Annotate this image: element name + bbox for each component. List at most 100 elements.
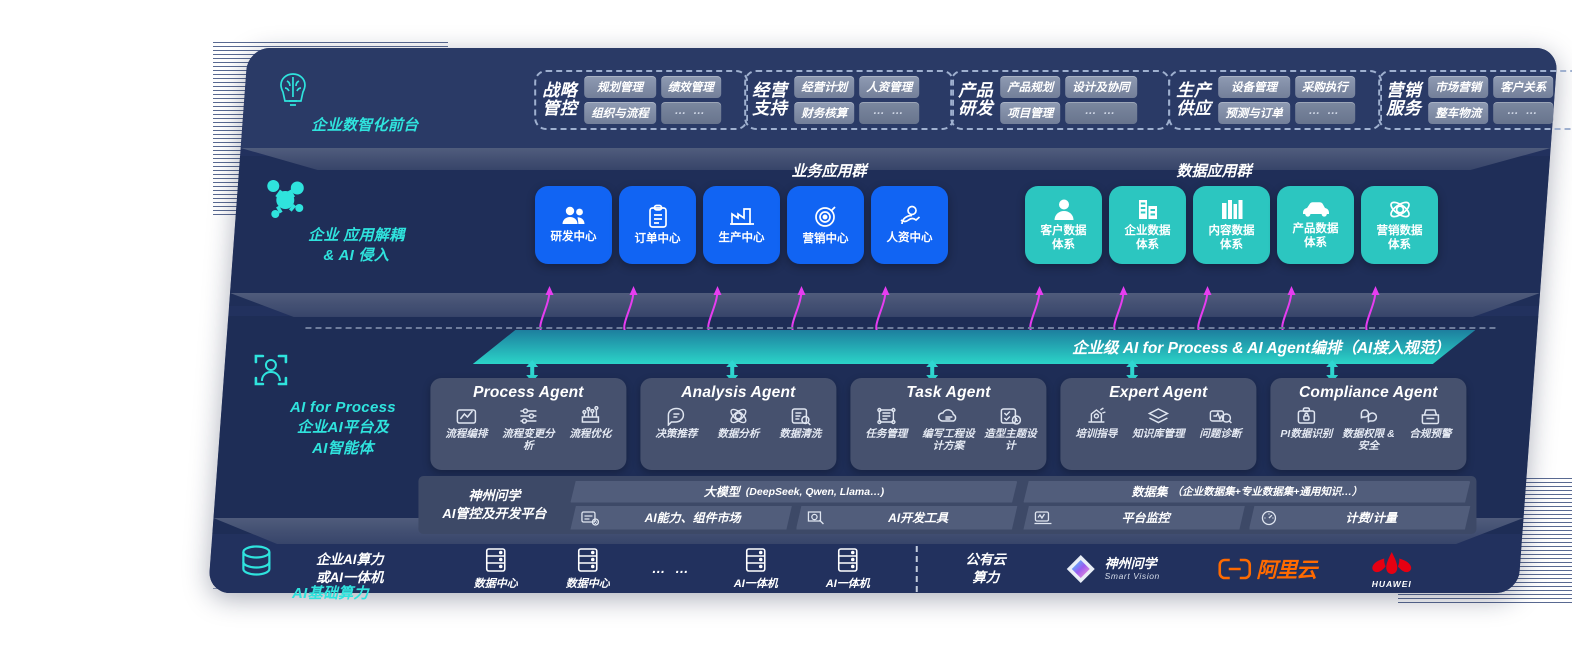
- group-strategy[interactable]: 战略 管控 规划管理 绩效管理 组织与流程 … …: [534, 70, 749, 130]
- chip[interactable]: 市场营销: [1428, 76, 1489, 98]
- checklist-icon: [999, 406, 1022, 426]
- chip-more[interactable]: … …: [859, 102, 920, 124]
- card-enterprise-data[interactable]: 企业数据 体系: [1109, 186, 1187, 264]
- card-rnd-center[interactable]: 研发中心: [535, 186, 613, 264]
- group-marketing-service[interactable]: 营销 服务 市场营销 客户关系 整车物流 … …: [1378, 70, 1572, 130]
- optimize-icon: [579, 406, 601, 426]
- rail-label-app-decoupling-1: 企业 应用解耦: [308, 227, 405, 244]
- agent-item[interactable]: 数据权限 & 安全: [1338, 406, 1399, 452]
- chip[interactable]: 设计及协同: [1065, 76, 1137, 98]
- agent-item[interactable]: 问题诊断: [1190, 406, 1251, 440]
- agent-item[interactable]: 流程变更分析: [498, 406, 559, 452]
- infra-node-datacenter-2[interactable]: 数据中心: [542, 547, 634, 591]
- chip[interactable]: 项目管理: [1000, 102, 1061, 124]
- chip[interactable]: 绩效管理: [660, 76, 721, 98]
- chip[interactable]: 经营计划: [794, 76, 855, 98]
- platform-llm-row[interactable]: 大模型 (DeepSeek, Qwen, Llama…): [570, 481, 1017, 503]
- chip[interactable]: 产品规划: [1000, 76, 1061, 98]
- infra-node-label: AI一体机: [825, 578, 870, 590]
- chip-more[interactable]: … …: [1294, 102, 1355, 124]
- platform-ai-market[interactable]: AI能力、组件市场: [570, 506, 792, 530]
- chip[interactable]: 采购执行: [1294, 76, 1355, 98]
- infra-node-aibox-1[interactable]: AI一体机: [710, 547, 802, 591]
- card-content-data[interactable]: 内容数据 体系: [1193, 186, 1271, 264]
- infra-public-cloud-l1: 公有云: [965, 552, 1007, 568]
- card-customer-data[interactable]: 客户数据 体系: [1025, 186, 1103, 264]
- platform-llm-sub: (DeepSeek, Qwen, Llama…): [745, 485, 885, 498]
- agent-expert[interactable]: Expert Agent 培训指导 知识库管理 问题诊断: [1060, 378, 1257, 470]
- agent-title: Analysis Agent: [681, 384, 796, 401]
- monitor-icon: [1033, 510, 1052, 526]
- chip[interactable]: 规划管理: [584, 76, 656, 98]
- platform-billing[interactable]: 计费/计量: [1249, 506, 1471, 530]
- agent-item[interactable]: 流程编排: [436, 406, 497, 440]
- infra-node-datacenter-1[interactable]: 数据中心: [450, 547, 542, 591]
- agent-item-label: 流程变更分析: [502, 428, 555, 453]
- platform-ai-devtools[interactable]: AI开发工具: [796, 506, 1018, 530]
- agent-item[interactable]: 合规预警: [1400, 406, 1461, 440]
- group-operations[interactable]: 经营 支持 经营计划 人资管理 财务核算 … …: [744, 70, 955, 130]
- vendor-alibaba-cloud[interactable]: 阿里云: [1192, 554, 1342, 584]
- card-marketing-center[interactable]: 营销中心: [787, 186, 865, 264]
- chip[interactable]: 财务核算: [794, 102, 855, 124]
- chip[interactable]: 设备管理: [1218, 76, 1290, 98]
- agent-item[interactable]: 任务管理: [856, 406, 917, 440]
- agent-item[interactable]: 编写工程设计方案: [918, 406, 979, 452]
- group-product-rnd[interactable]: 产品 研发 产品规划 设计及协同 项目管理 … …: [950, 70, 1171, 130]
- chip[interactable]: 人资管理: [859, 76, 920, 98]
- vendor-smartvision[interactable]: 神州问学 Smart Vision: [1032, 552, 1192, 586]
- card-label-l1: 营销数据: [1376, 224, 1423, 237]
- agent-analysis[interactable]: Analysis Agent 决策推荐 数据分析 数据清洗: [640, 378, 837, 470]
- rail-label-app-decoupling-2: & AI 侵入: [323, 247, 390, 265]
- card-marketing-data[interactable]: 营销数据 体系: [1361, 186, 1439, 264]
- chip[interactable]: 客户关系: [1493, 76, 1554, 98]
- ai-orchestration-band: 企业级 AI for Process & AI Agent编排（AI接入规范）: [473, 330, 1475, 364]
- chip[interactable]: 整车物流: [1428, 102, 1489, 124]
- card-hr-center[interactable]: 人资中心: [871, 186, 949, 264]
- chip[interactable]: 组织与流程: [584, 102, 656, 124]
- group-production-supply[interactable]: 生产 供应 设备管理 采购执行 预测与订单 … …: [1168, 70, 1383, 130]
- chip-more[interactable]: … …: [1493, 102, 1554, 124]
- platform-dataset-row[interactable]: 数据集 （企业数据集+专业数据集+通用知识…）: [1023, 481, 1470, 503]
- chip[interactable]: 预测与订单: [1218, 102, 1290, 124]
- smartvision-logo: [1064, 552, 1098, 586]
- agent-compliance[interactable]: Compliance Agent PI数据识别 数据权限 & 安全 合规预警: [1270, 378, 1467, 470]
- infra-node-label: 数据中心: [473, 578, 518, 590]
- server-icon: [575, 547, 601, 573]
- flow-chart-icon: [455, 406, 477, 426]
- alibaba-cloud-logo: [1217, 557, 1251, 581]
- platform-ai-devtools-label: AI开发工具: [888, 511, 949, 525]
- card-label: 内容数据 体系: [1209, 225, 1255, 252]
- card-product-data[interactable]: 产品数据 体系: [1277, 186, 1355, 264]
- platform-monitoring[interactable]: 平台监控: [1023, 506, 1245, 530]
- agent-item[interactable]: 决策推荐: [646, 406, 707, 440]
- content-icon: [1220, 198, 1244, 221]
- group-operations-name: 经营 支持: [752, 81, 787, 118]
- agent-task[interactable]: Task Agent 任务管理 编写工程设计方案 造型主题设计: [850, 378, 1047, 470]
- agent-item[interactable]: 数据清洗: [770, 406, 831, 440]
- ai-orchestration-label: 企业级 AI for Process & AI Agent编排（AI接入规范）: [1072, 340, 1451, 357]
- infra-enterprise-l1: 企业AI算力: [316, 552, 384, 568]
- agent-process[interactable]: Process Agent 流程编排 流程变更分析 流程优化: [430, 378, 627, 470]
- card-order-center[interactable]: 订单中心: [619, 186, 697, 264]
- vendor-huawei[interactable]: HUAWEI: [1342, 550, 1442, 589]
- chip-more[interactable]: … …: [660, 102, 721, 124]
- server-icon: [835, 547, 861, 573]
- agent-item[interactable]: 培训指导: [1066, 406, 1127, 440]
- agent-item[interactable]: PI数据识别: [1276, 406, 1337, 440]
- target-icon: [813, 204, 838, 229]
- agent-item-label: 数据权限 & 安全: [1342, 428, 1395, 452]
- infra-enterprise-l2: 或AI一体机: [316, 570, 384, 585]
- chip-more[interactable]: … …: [1065, 102, 1137, 124]
- agent-item-label: 流程编排: [445, 428, 488, 440]
- infra-node-label: AI一体机: [733, 578, 778, 590]
- card-production-center[interactable]: 生产中心: [703, 186, 781, 264]
- group-strategy-name-1: 战略: [542, 81, 578, 101]
- infra-node-aibox-2[interactable]: AI一体机: [802, 547, 894, 591]
- agent-item[interactable]: 造型主题设计: [980, 406, 1041, 452]
- agent-item[interactable]: 流程优化: [560, 406, 621, 440]
- agent-item[interactable]: 数据分析: [708, 406, 769, 440]
- agent-item[interactable]: 知识库管理: [1128, 406, 1189, 440]
- platform-right-cells: 平台监控 计费/计量: [1023, 506, 1470, 530]
- infra-node-ellipsis: … …: [634, 560, 710, 578]
